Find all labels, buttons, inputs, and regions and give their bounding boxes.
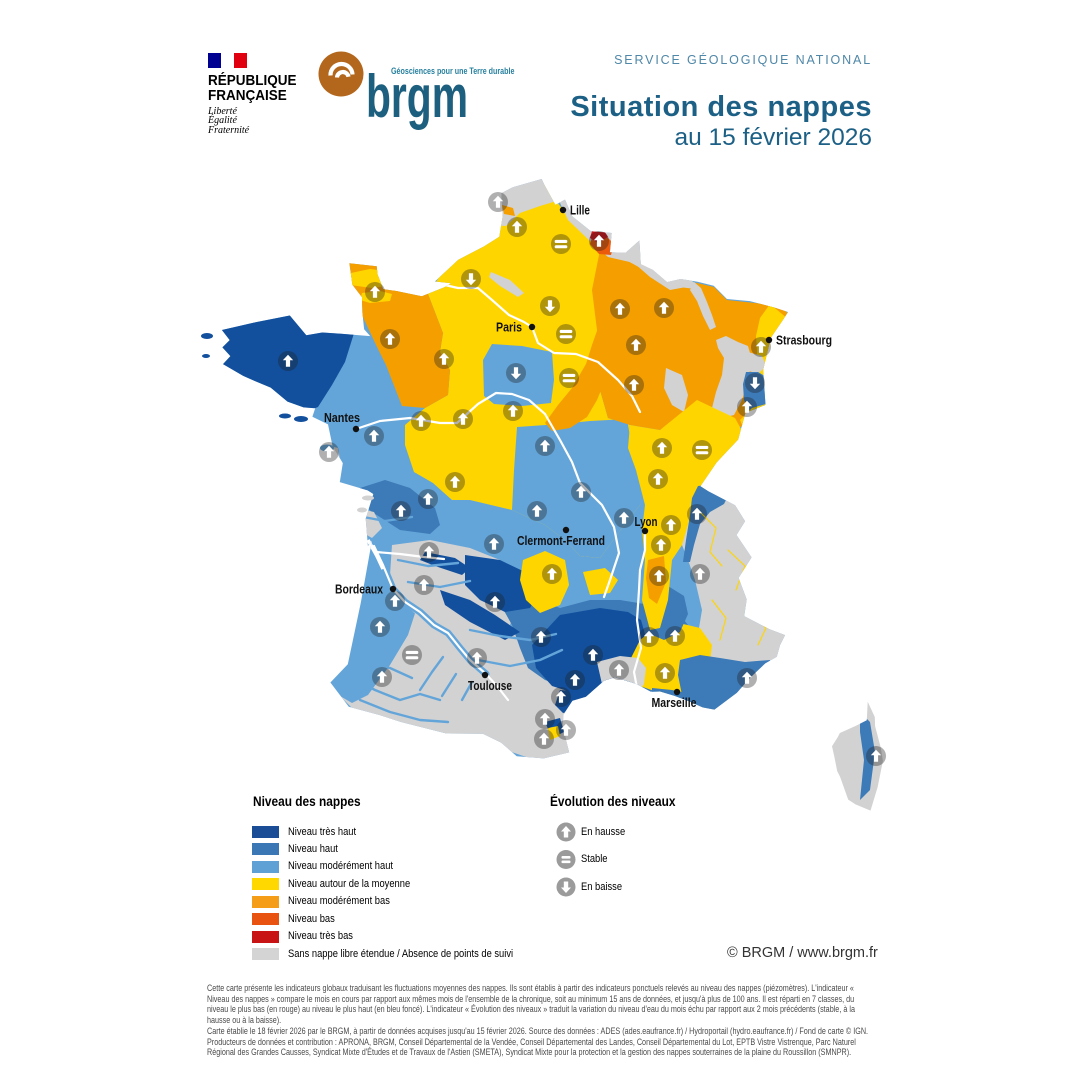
svg-text:Marseille: Marseille (652, 696, 697, 710)
svg-text:Lille: Lille (570, 204, 590, 218)
svg-text:Paris: Paris (496, 321, 522, 335)
svg-text:Strasbourg: Strasbourg (776, 334, 832, 348)
svg-text:Nantes: Nantes (324, 411, 360, 425)
svg-text:Lyon: Lyon (635, 515, 658, 529)
svg-text:Bordeaux: Bordeaux (335, 583, 383, 597)
svg-text:Toulouse: Toulouse (468, 679, 512, 693)
svg-text:Clermont-Ferrand: Clermont-Ferrand (517, 534, 605, 548)
